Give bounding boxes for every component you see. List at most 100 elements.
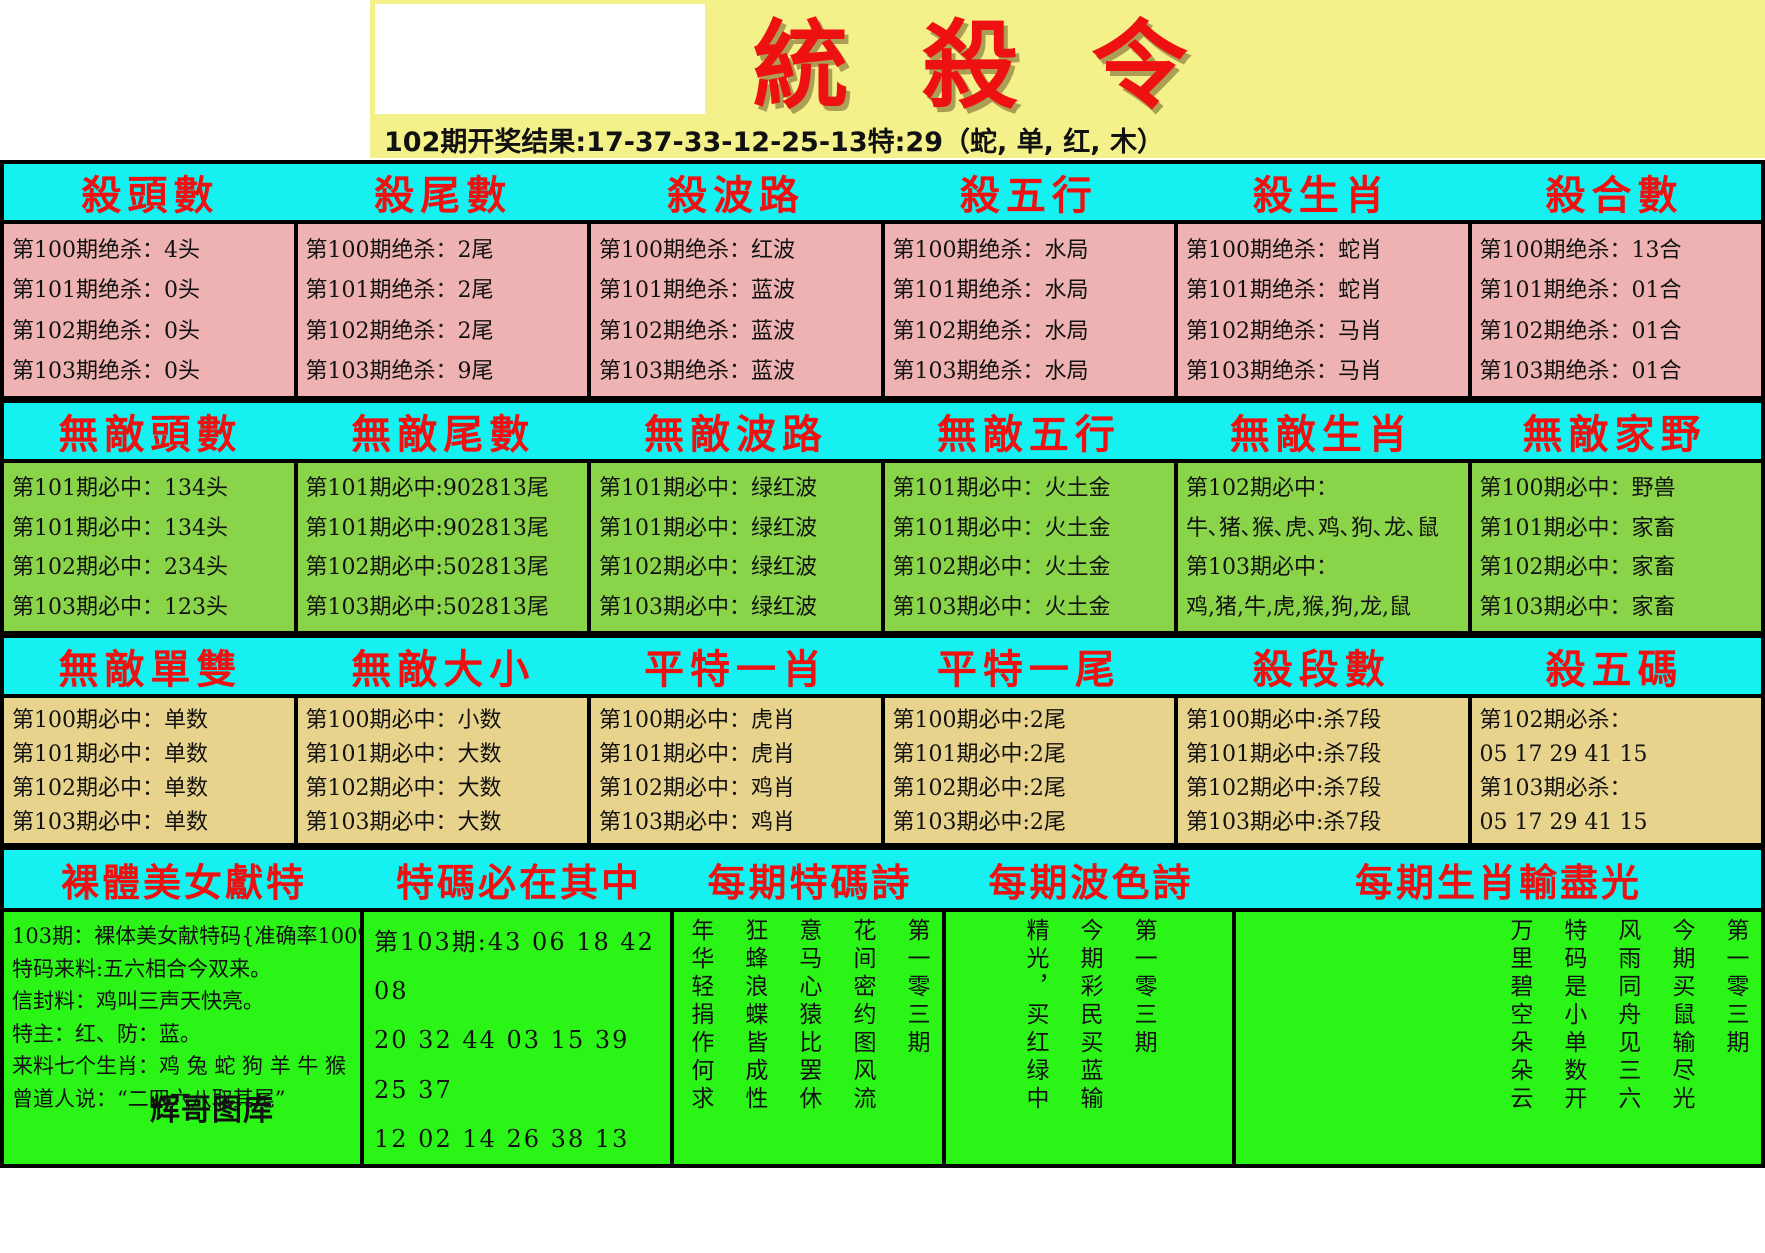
header-wudi-toushu: 無敵頭數 [58, 412, 243, 458]
cell-wudi-daxiao: 第100期必中：小数 第101期必中：大数 第102期必中：大数 第103期必中… [297, 698, 591, 843]
entry-line: 第102期绝杀：水局 [892, 318, 1089, 344]
entry-line: 第100期绝杀：蛇肖 [1186, 237, 1382, 263]
cell-sha-bolu: 第100期绝杀：红波 第101期绝杀：蓝波 第102期绝杀：蓝波 第103期绝杀… [591, 224, 885, 396]
section-pingte-headers: 無敵單雙 無敵大小 平特一肖 平特一尾 殺段數 殺五碼 [4, 638, 1761, 698]
header-shengxiao-shujinguang: 每期生肖輸盡光 [1354, 860, 1642, 905]
header-sha-wuxing: 殺五行 [959, 173, 1098, 219]
entry-line: 第103期必中：鸡肖 [599, 809, 795, 835]
section-wudi-headers: 無敵頭數 無敵尾數 無敵波路 無敵五行 無敵生肖 無敵家野 [4, 403, 1761, 463]
entry-line: 第103期必中:502813尾 [305, 594, 549, 620]
poem-column: 狂蜂浪蝶皆成性 [740, 918, 767, 1114]
poem-column: 花间密约图风流 [848, 918, 875, 1114]
entry-line: 第103期绝杀：01合 [1479, 359, 1682, 385]
section-pingte: 無敵單雙 無敵大小 平特一肖 平特一尾 殺段數 殺五碼 第100期必中：单数 第… [0, 634, 1765, 846]
poem-column: 第一零三期 [1130, 918, 1157, 1058]
cell-wudi-danshuang: 第100期必中：单数 第101期必中：单数 第102期必中：单数 第103期必中… [4, 698, 298, 843]
number-line: 20 32 44 03 15 39 25 37 [374, 1026, 630, 1104]
entry-line: 特主：红、防：蓝。 [12, 1021, 201, 1046]
cell-wudi-weishu: 第101期必中:902813尾 第101期必中:902813尾 第102期必中:… [297, 463, 591, 631]
poem-column: 年华轻捐作何求 [686, 918, 713, 1114]
entry-line: 第102期必中：大数 [305, 775, 502, 801]
banner-logo-placeholder [375, 4, 705, 114]
section-bottom: 裸體美女獻特 特碼必在其中 每期特碼詩 每期波色詩 每期生肖輸盡光 103期：裸… [0, 846, 1765, 1168]
cell-luoti-meinv: 103期：裸体美女献特码{准确率100%} 特码来料:五六相合今双来。 信封料：… [4, 912, 364, 1164]
entry-line: 第100期必中：野兽 [1479, 476, 1676, 502]
section-sha-body: 第100期绝杀：4头 第101期绝杀：0头 第102期绝杀：0头 第103期绝杀… [4, 224, 1761, 396]
entry-line: 第103期必中：绿红波 [599, 594, 817, 620]
entry-line: 第101期绝杀：01合 [1479, 278, 1682, 304]
entry-line: 第103期绝杀：蓝波 [599, 359, 795, 385]
cell-sha-wuma: 第102期必杀： 05 17 29 41 15 第103期必杀： 05 17 2… [1471, 698, 1761, 843]
entry-line: 第101期必中:902813尾 [305, 476, 549, 502]
entry-line: 第103期必中：火土金 [892, 594, 1111, 620]
section-bottom-body: 103期：裸体美女献特码{准确率100%} 特码来料:五六相合今双来。 信封料：… [4, 912, 1761, 1164]
header-sha-toushu: 殺頭數 [81, 173, 220, 219]
entry-line: 第101期必中:902813尾 [305, 515, 549, 541]
poem-column: 今期彩民买蓝输 [1076, 918, 1103, 1114]
cell-bose-shi: 第一零三期 今期彩民买蓝输 精光，买红绿中 [946, 912, 1236, 1164]
cell-sha-wuxing: 第100期绝杀：水局 第101期绝杀：水局 第102期绝杀：水局 第103期绝杀… [884, 224, 1178, 396]
poem-column: 意马心猿比罢休 [794, 918, 821, 1114]
entry-line: 第101期必中：火土金 [892, 476, 1111, 502]
entry-line: 鸡,猪,牛,虎,猴,狗,龙,鼠 [1186, 594, 1411, 620]
entry-line: 第102期必中：火土金 [892, 555, 1111, 581]
header-wudi-bolu: 無敵波路 [644, 412, 829, 458]
entry-line: 第103期必中:2尾 [892, 809, 1066, 835]
entry-line: 第103期必中： [1186, 555, 1338, 581]
number-line: 第103期:43 06 18 42 08 [374, 928, 655, 1006]
entry-line: 第101期必中：单数 [12, 742, 208, 768]
poem-column: 风雨同舟见三六 [1613, 918, 1640, 1114]
cell-tema-bizai: 第103期:43 06 18 42 08 20 32 44 03 15 39 2… [364, 912, 674, 1164]
poem-column: 第一零三期 [1722, 918, 1748, 1058]
entry-line: 第102期绝杀：马肖 [1186, 318, 1382, 344]
entry-line: 第102期必中：鸡肖 [599, 775, 795, 801]
header-tema-shi: 每期特碼詩 [707, 860, 913, 905]
entry-line: 第102期必中:502813尾 [305, 555, 549, 581]
header-pingte-yixiao: 平特一肖 [644, 647, 829, 693]
entry-line: 第101期绝杀：蓝波 [599, 278, 795, 304]
entry-line: 第100期绝杀：红波 [599, 237, 795, 263]
banner: 統 殺 令 102期开奖结果:17-37-33-12-25-13特:29（蛇, … [0, 0, 1765, 160]
cell-shengxiao-shujinguang: 第一零三期 今期买鼠输尽光 风雨同舟见三六 特码是小单数开 万里碧空朵朵云 [1236, 912, 1761, 1164]
cell-wudi-bolu: 第101期必中：绿红波 第101期必中：绿红波 第102期必中：绿红波 第103… [591, 463, 885, 631]
cell-sha-duanshu: 第100期必中:杀7段 第101期必中:杀7段 第102期必中:杀7段 第103… [1178, 698, 1472, 843]
entry-line: 第103期绝杀：水局 [892, 359, 1089, 385]
entry-line: 第101期必中：绿红波 [599, 515, 817, 541]
cell-tema-shi: 第一零三期 花间密约图风流 意马心猿比罢休 狂蜂浪蝶皆成性 年华轻捐作何求 [674, 912, 946, 1164]
cell-wudi-wuxing: 第101期必中：火土金 第101期必中：火土金 第102期必中：火土金 第103… [884, 463, 1178, 631]
header-wudi-shengxiao: 無敵生肖 [1229, 412, 1414, 458]
entry-line: 第102期必中：234头 [12, 555, 228, 581]
header-sha-weishu: 殺尾數 [374, 173, 513, 219]
entry-line: 第102期必中：绿红波 [599, 555, 817, 581]
section-pingte-body: 第100期必中：单数 第101期必中：单数 第102期必中：单数 第103期必中… [4, 698, 1761, 843]
header-luoti-meinv: 裸體美女獻特 [60, 860, 307, 905]
entry-line: 第101期必中：134头 [12, 515, 228, 541]
entry-line: 第100期必中：小数 [305, 708, 502, 734]
poem-column: 万里碧空朵朵云 [1505, 918, 1532, 1114]
header-wudi-daxiao: 無敵大小 [351, 647, 536, 693]
entry-line: 第102期必中：单数 [12, 775, 208, 801]
section-sha: 殺頭數 殺尾數 殺波路 殺五行 殺生肖 殺合數 第100期绝杀：4头 第101期… [0, 160, 1765, 399]
cell-sha-weishu: 第100期绝杀：2尾 第101期绝杀：2尾 第102期绝杀：2尾 第103期绝杀… [297, 224, 591, 396]
entry-line: 第102期必中:2尾 [892, 775, 1066, 801]
header-tema-bizai: 特碼必在其中 [395, 860, 642, 905]
entry-line: 第102期必中： [1186, 476, 1338, 502]
entry-line: 第101期绝杀：蛇肖 [1186, 278, 1382, 304]
header-wudi-weishu: 無敵尾數 [351, 412, 536, 458]
entry-line: 第101期必中：大数 [305, 742, 502, 768]
cell-wudi-toushu: 第101期必中：134头 第101期必中：134头 第102期必中：234头 第… [4, 463, 298, 631]
header-pingte-yiwei: 平特一尾 [936, 647, 1121, 693]
entry-line: 第101期绝杀：2尾 [305, 278, 494, 304]
entry-line: 第103期必中:杀7段 [1186, 809, 1382, 835]
entry-line: 曾道人说：“二四六八取其尾” [12, 1086, 286, 1111]
entry-line: 第103期必中：123头 [12, 594, 228, 620]
entry-line: 第103期必中：单数 [12, 809, 208, 835]
entry-line: 第100期必中:杀7段 [1186, 708, 1382, 734]
page-title: 統 殺 令 [752, 9, 1208, 122]
entry-line: 第100期绝杀：13合 [1479, 237, 1682, 263]
entry-line: 信封料：鸡叫三声天快亮。 [12, 989, 264, 1014]
entry-line: 第102期绝杀：0头 [12, 318, 200, 344]
entry-line: 第101期必中:2尾 [892, 742, 1066, 768]
entry-line: 05 17 29 41 15 [1479, 809, 1648, 835]
